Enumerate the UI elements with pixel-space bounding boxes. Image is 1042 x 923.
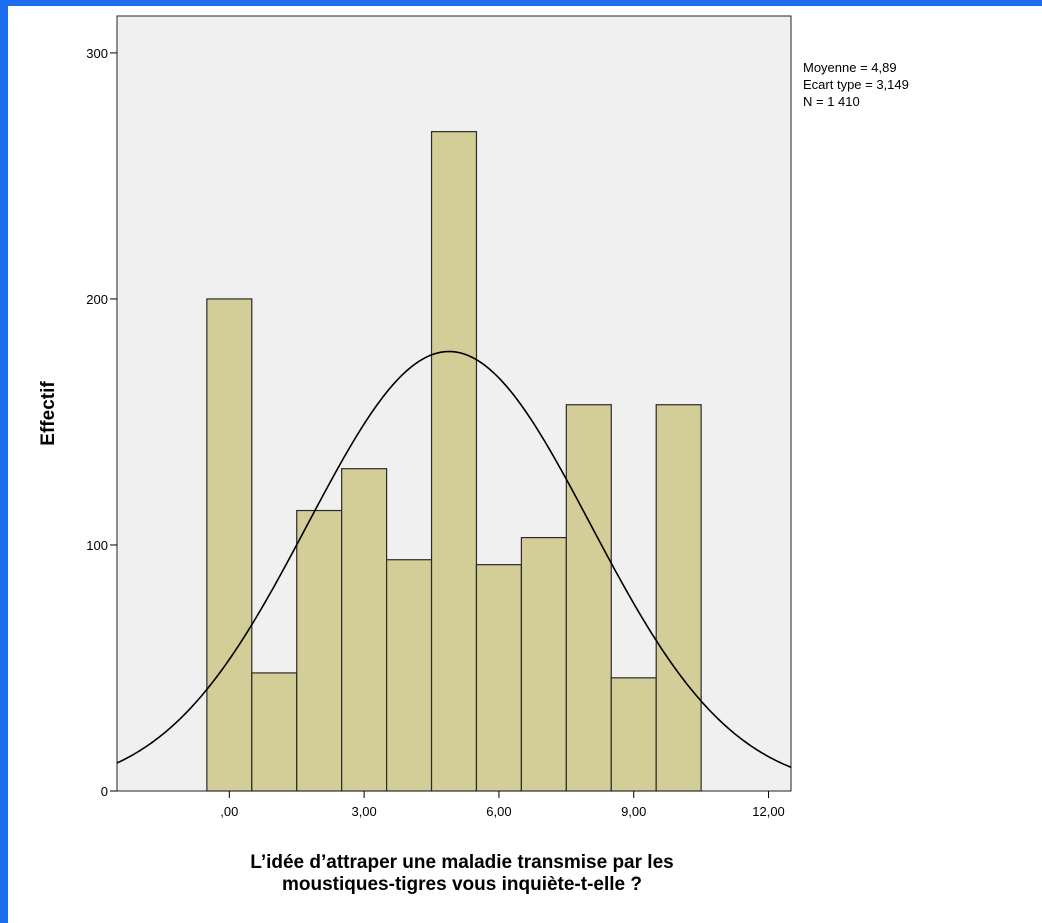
y-tick-label: 100 — [86, 538, 108, 553]
histogram-bar — [341, 468, 388, 792]
chart-frame: 0 100 200 300 ,00 3,00 6,00 9,00 12,00 Effectif… — [8, 6, 1042, 923]
y-tick-label: 0 — [101, 784, 108, 799]
x-tick-label: 12,00 — [752, 804, 785, 819]
histogram-chart: 0 100 200 300 ,00 3,00 6,00 9,00 12,00 Effectif… — [38, 15, 909, 895]
x-tick-label: ,00 — [220, 804, 238, 819]
normal-curve — [116, 350, 792, 769]
histogram-bar — [430, 131, 478, 792]
x-tick-label: 6,00 — [486, 804, 511, 819]
histogram-bar — [386, 559, 433, 792]
histogram-bar — [610, 677, 657, 792]
histogram-bar — [655, 404, 702, 792]
y-axis: 0 100 200 300 — [86, 46, 117, 799]
histogram-bar — [251, 672, 298, 792]
histogram-bar — [565, 404, 612, 792]
x-tick-label: 3,00 — [351, 804, 376, 819]
histogram-bar — [475, 564, 523, 792]
y-tick-label: 300 — [86, 46, 108, 61]
histogram-bar — [520, 536, 567, 792]
histogram-bar — [206, 298, 253, 792]
stats-std: Ecart type = 3,149 — [803, 77, 909, 92]
x-axis-title-line-2: moustiques-tigres vous inquiète-t-elle ? — [282, 874, 642, 895]
y-tick-label: 200 — [86, 292, 108, 307]
y-axis-title: Effectif — [38, 381, 59, 446]
stats-mean: Moyenne = 4,89 — [803, 60, 897, 75]
x-axis-title-line-1: L’idée d’attraper une maladie transmise … — [250, 852, 673, 873]
x-axis: ,00 3,00 6,00 9,00 12,00 — [220, 791, 785, 819]
histogram-bar — [296, 509, 343, 792]
stats-n: N = 1 410 — [803, 94, 860, 109]
x-tick-label: 9,00 — [621, 804, 646, 819]
bars-group — [206, 131, 702, 792]
